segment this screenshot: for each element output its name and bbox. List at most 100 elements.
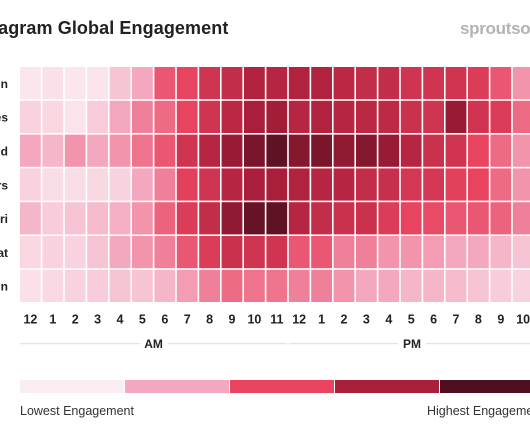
heatmap-cell: [468, 202, 489, 235]
heatmap-cell: [468, 269, 489, 302]
heatmap-cell: [42, 134, 64, 167]
heatmap-cell: [311, 134, 332, 167]
x-tick-label: 6: [430, 313, 437, 327]
heatmap-cell: [132, 202, 153, 235]
heatmap-cell: [512, 168, 530, 201]
x-tick-label: 7: [184, 313, 191, 327]
heatmap-cell: [176, 269, 198, 302]
heatmap-cell: [266, 100, 288, 133]
heatmap-cell: [490, 168, 512, 201]
heatmap-cell: [445, 100, 467, 133]
period-label: PM: [403, 337, 421, 351]
heatmap-cell: [176, 202, 198, 235]
sprout-social-logo: sproutsoc: [460, 19, 530, 38]
heatmap-cell: [400, 134, 422, 167]
heatmap-cell: [42, 100, 64, 133]
heatmap-cell: [356, 168, 377, 201]
legend-swatch: [335, 380, 439, 393]
heatmap-cell: [266, 202, 288, 235]
heatmap-cell: [42, 236, 64, 269]
heatmap-cell: [356, 202, 377, 235]
heatmap-cell: [176, 67, 198, 100]
x-tick-label: 8: [206, 313, 213, 327]
heatmap-cell: [221, 100, 243, 133]
heatmap-cell: [490, 202, 512, 235]
heatmap-cell: [512, 269, 530, 302]
x-tick-label: 1: [318, 313, 325, 327]
heatmap-cell: [468, 100, 489, 133]
heatmap-cell: [244, 202, 265, 235]
heatmap-cell: [333, 202, 355, 235]
period-label: AM: [144, 337, 163, 351]
heatmap-cell: [288, 134, 310, 167]
heatmap-cell: [109, 67, 131, 100]
heatmap-cell: [199, 269, 220, 302]
heatmap-cell: [244, 236, 265, 269]
heatmap-cell: [199, 134, 220, 167]
heatmap-cell: [423, 236, 444, 269]
x-tick-label: 10: [247, 313, 261, 327]
heatmap-cell: [87, 236, 108, 269]
heatmap-cell: [64, 67, 86, 100]
heatmap-cell: [154, 236, 176, 269]
heatmap-cell: [266, 168, 288, 201]
heatmap-cell: [490, 269, 512, 302]
heatmap-cell: [64, 269, 86, 302]
x-tick-label: 1: [49, 313, 56, 327]
heatmap-cell: [176, 236, 198, 269]
x-tick-label: 12: [23, 313, 37, 327]
heatmap-cell: [176, 100, 198, 133]
legend-swatch: [440, 380, 530, 393]
heatmap-cell: [333, 100, 355, 133]
heatmap-cell: [154, 134, 176, 167]
heatmap-cell: [400, 202, 422, 235]
heatmap-cell: [311, 202, 332, 235]
heatmap-cell: [244, 100, 265, 133]
heatmap-cell: [378, 202, 400, 235]
heatmap-cell: [333, 269, 355, 302]
heatmap-cell: [400, 269, 422, 302]
row-label: rs: [0, 178, 8, 192]
heatmap-cell: [221, 67, 243, 100]
heatmap-cell: [445, 269, 467, 302]
heatmap-cell: [468, 236, 489, 269]
heatmap-cell: [20, 236, 41, 269]
heatmap-cell: [400, 168, 422, 201]
heatmap-cell: [311, 168, 332, 201]
heatmap-cell: [42, 67, 64, 100]
x-tick-label: 2: [341, 313, 348, 327]
heatmap-cell: [311, 236, 332, 269]
x-tick-label: 12: [292, 313, 306, 327]
legend-high-label: Highest Engageme: [427, 404, 530, 418]
heatmap-cell: [244, 269, 265, 302]
heatmap-cell: [445, 202, 467, 235]
heatmap-cell: [87, 168, 108, 201]
heatmap-cell: [445, 236, 467, 269]
heatmap-cell: [356, 67, 377, 100]
heatmap-cell: [244, 168, 265, 201]
heatmap-cell: [109, 100, 131, 133]
heatmap-cell: [154, 202, 176, 235]
heatmap-cell: [445, 134, 467, 167]
x-tick-label: 3: [363, 313, 370, 327]
x-tick-label: 6: [161, 313, 168, 327]
x-tick-label: 9: [497, 313, 504, 327]
heatmap-cell: [266, 269, 288, 302]
heatmap-cell: [288, 269, 310, 302]
heatmap-cell: [512, 134, 530, 167]
heatmap-cell: [468, 67, 489, 100]
heatmap-cell: [400, 236, 422, 269]
heatmap-cell: [64, 236, 86, 269]
heatmap-cell: [423, 100, 444, 133]
heatmap-cell: [199, 236, 220, 269]
heatmap-cell: [176, 134, 198, 167]
heatmap-cell: [132, 67, 153, 100]
heatmap-cell: [378, 269, 400, 302]
heatmap-cell: [221, 269, 243, 302]
heatmap-cell: [42, 168, 64, 201]
heatmap-cell: [445, 67, 467, 100]
heatmap-cell: [154, 100, 176, 133]
x-tick-label: 11: [270, 313, 283, 327]
heatmap-cell: [333, 134, 355, 167]
